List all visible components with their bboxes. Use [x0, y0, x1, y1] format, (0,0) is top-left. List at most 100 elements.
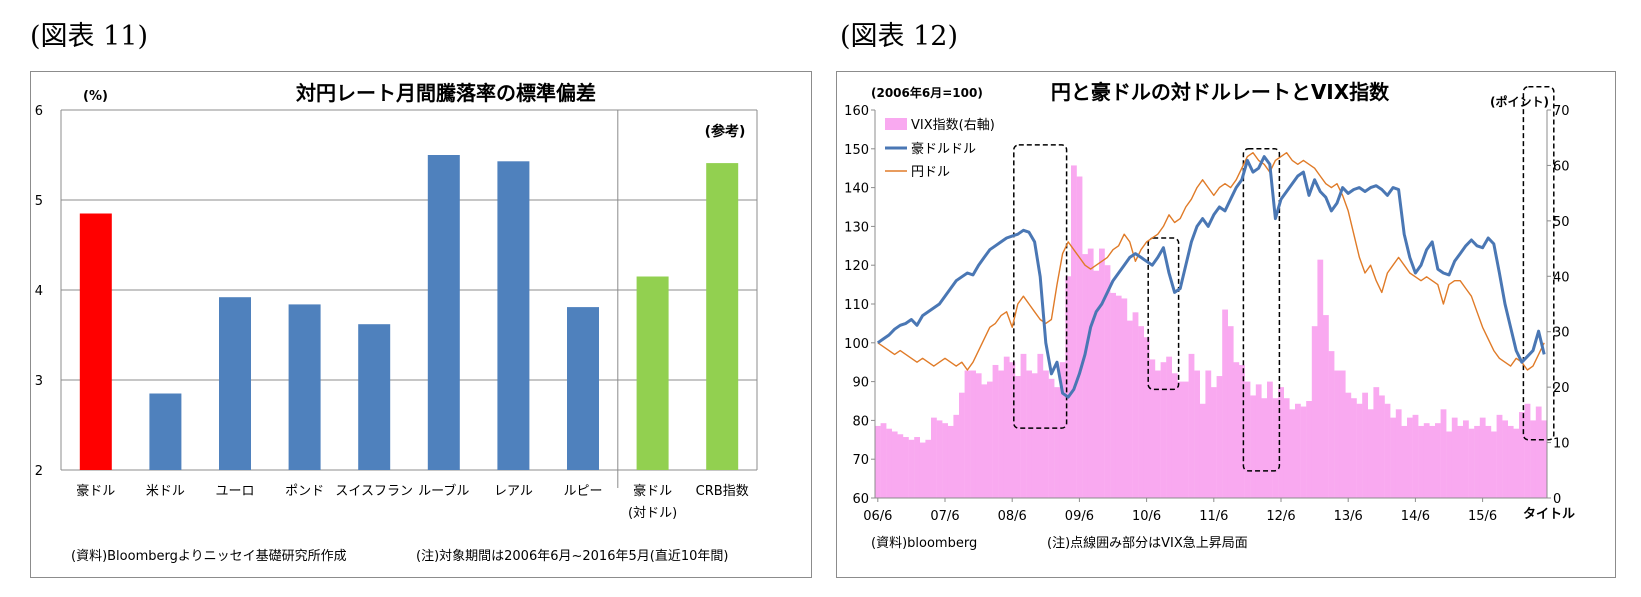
- x-tick-label: スイスフラン: [335, 484, 413, 499]
- vix-bar: [1519, 412, 1525, 498]
- vix-bar: [1171, 373, 1178, 498]
- y-tick-label: 6: [35, 104, 43, 119]
- vix-bar: [1535, 406, 1542, 498]
- vix-bar: [1149, 359, 1156, 498]
- vix-bar: [1474, 425, 1480, 498]
- x-tick-label: ルピー: [563, 484, 602, 499]
- vix-bar: [992, 364, 999, 498]
- vix-bar: [1491, 431, 1497, 498]
- vix-bar: [1272, 398, 1279, 498]
- chart-title: 円と豪ドルの対ドルレートとVIX指数: [1051, 80, 1390, 104]
- vix-bar: [1222, 309, 1228, 498]
- vix-bar: [1446, 431, 1452, 498]
- vix-bar: [1239, 364, 1245, 498]
- vix-bar: [1009, 362, 1016, 498]
- vix-bar: [1076, 176, 1083, 498]
- left-y-tick-label: 80: [852, 414, 869, 429]
- x-tick-label: 09/6: [1065, 509, 1094, 524]
- left-axis-label: (2006年6月=100): [871, 85, 983, 100]
- vix-bar: [953, 414, 960, 498]
- y-tick-label: 5: [35, 194, 43, 209]
- vix-bar: [1143, 337, 1150, 498]
- vix-bar: [1138, 326, 1144, 498]
- vix-bar: [1093, 270, 1100, 498]
- vix-bar: [1233, 362, 1240, 498]
- vix-bar: [1485, 425, 1492, 498]
- vix-bar: [1211, 387, 1217, 498]
- y-tick-label: 2: [35, 464, 43, 479]
- bar-8: [567, 307, 599, 470]
- right-y-tick-label: 70: [1553, 104, 1570, 119]
- vix-bar: [998, 370, 1004, 498]
- bar-10: [706, 163, 739, 470]
- vix-bar: [1463, 420, 1469, 498]
- left-y-tick-label: 130: [844, 220, 869, 235]
- vix-bar: [891, 431, 898, 498]
- vix-bar: [1300, 406, 1307, 498]
- bar-2: [149, 393, 182, 470]
- vix-bar: [1373, 387, 1380, 498]
- vix-bar: [1155, 370, 1161, 498]
- left-y-tick-label: 140: [844, 182, 869, 197]
- x-tick-label: 15/6: [1468, 509, 1497, 524]
- vix-bar: [1367, 409, 1374, 498]
- vix-bar: [1440, 409, 1447, 498]
- bar-6: [427, 155, 460, 470]
- vix-bar: [1278, 387, 1284, 498]
- vix-bar: [1356, 403, 1363, 498]
- vix-bar: [1379, 395, 1385, 498]
- vix-bar: [886, 428, 892, 498]
- x-tick-label: 11/6: [1199, 509, 1228, 524]
- chart-title: 対円レート月間騰落率の標準偏差: [295, 81, 596, 105]
- right-y-tick-label: 20: [1553, 381, 1570, 396]
- vix-bar: [1395, 409, 1402, 498]
- left-chart-panel: 対円レート月間騰落率の標準偏差 (%) (参考) (資料)Bloombergより…: [30, 71, 812, 578]
- vix-bar: [1435, 423, 1441, 498]
- vix-bar: [1289, 409, 1296, 498]
- vix-bar: [1323, 315, 1329, 498]
- figure-label-11: (図表 11): [30, 21, 149, 52]
- x-tick-sublabel: (対ドル): [628, 506, 677, 521]
- vix-bar: [1059, 362, 1066, 498]
- x-tick-label: 12/6: [1266, 509, 1295, 524]
- bar-5: [358, 324, 391, 470]
- x-axis-suffix: タイトル: [1523, 507, 1575, 522]
- x-tick-label: 10/6: [1132, 509, 1161, 524]
- vix-bar: [1015, 376, 1021, 498]
- vix-bar: [1177, 381, 1184, 498]
- vix-bar: [1295, 403, 1301, 498]
- right-y-tick-label: 10: [1553, 437, 1570, 452]
- highlight-note: (注)点線囲み部分はVIX急上昇局面: [1047, 535, 1248, 551]
- vix-bar: [931, 417, 937, 498]
- vix-bar: [1132, 312, 1139, 498]
- vix-bar: [1054, 387, 1060, 498]
- vix-bar: [1003, 356, 1010, 498]
- x-tick-label: 豪ドル: [633, 483, 672, 499]
- right-y-tick-label: 0: [1553, 492, 1561, 507]
- vix-bar: [942, 423, 948, 498]
- vix-bar: [1429, 425, 1436, 498]
- vix-bar: [1043, 370, 1049, 498]
- jpy-usd-line: [877, 151, 1545, 371]
- bar-9: [636, 276, 669, 470]
- vix-bar: [1530, 420, 1536, 498]
- left-y-tick-label: 160: [844, 104, 869, 119]
- vix-bar: [1261, 398, 1268, 498]
- vix-bar: [919, 442, 926, 498]
- vix-bar: [1317, 259, 1324, 498]
- left-y-tick-label: 120: [844, 259, 869, 274]
- period-note: (注)対象期間は2006年6月~2016年5月(直近10年間): [416, 549, 728, 564]
- vix-spike-highlight: [1522, 85, 1555, 441]
- vix-bar: [875, 425, 881, 498]
- vix-bar: [1099, 248, 1105, 498]
- vix-bar: [880, 423, 887, 498]
- vix-bar: [1216, 376, 1223, 498]
- fx-vix-chart: 円と豪ドルの対ドルレートとVIX指数 (2006年6月=100) (ポイント) …: [844, 80, 1575, 551]
- vix-bar: [981, 384, 988, 498]
- left-y-tick-label: 70: [852, 453, 869, 468]
- vix-bar: [908, 439, 915, 498]
- vix-bar: [1362, 392, 1368, 498]
- vix-bar: [1037, 353, 1044, 498]
- left-y-tick-label: 110: [844, 298, 869, 313]
- vix-bar: [987, 381, 993, 498]
